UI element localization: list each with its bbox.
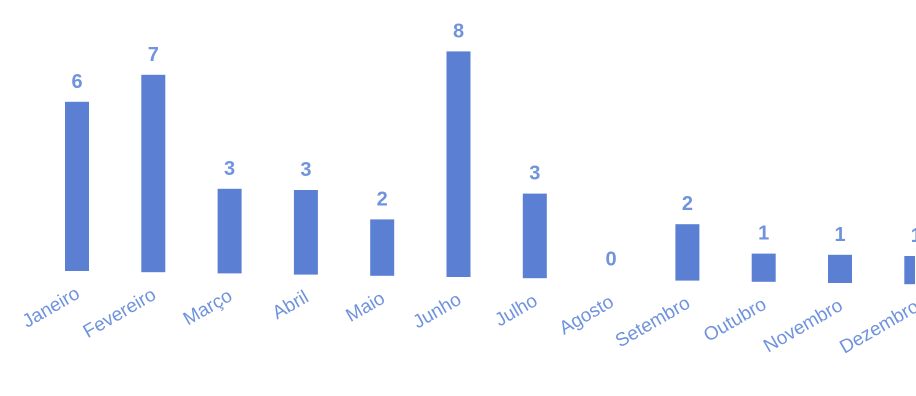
bar-junho [446, 51, 471, 278]
value-label-abril: 3 [300, 159, 311, 181]
bar-setembro [675, 224, 700, 281]
value-label-janeiro: 6 [71, 71, 82, 93]
category-label-junho: Junho [410, 289, 465, 333]
bar-julho [522, 193, 547, 279]
category-label-setembro: Setembro [612, 293, 694, 352]
value-label-julho: 3 [529, 163, 540, 185]
value-label-fevereiro: 7 [148, 44, 159, 66]
category-label-abril: Abril [269, 287, 312, 324]
category-label-maio: Maio [343, 288, 389, 327]
value-label-maio: 2 [377, 188, 388, 210]
category-label-dezembro: Dezembro [836, 296, 916, 358]
value-label-março: 3 [224, 158, 235, 180]
bar-abril [293, 190, 318, 275]
value-label-agosto: 0 [606, 248, 617, 270]
category-label-março: Março [180, 286, 236, 331]
category-label-janeiro: Janeiro [19, 283, 83, 332]
bar-janeiro [65, 101, 89, 271]
value-labels-group: 6 7 3 3 2 8 3 0 2 1 1 1 [71, 20, 916, 270]
category-label-julho: Julho [491, 290, 541, 331]
bar-outubro [751, 253, 776, 282]
bar-março [217, 188, 242, 274]
bar-maio [370, 219, 395, 276]
value-label-dezembro: 1 [911, 225, 916, 247]
category-label-novembro: Novembro [760, 295, 846, 357]
value-label-setembro: 2 [682, 193, 693, 215]
category-label-fevereiro: Fevereiro [80, 284, 160, 342]
value-label-novembro: 1 [834, 224, 845, 246]
bar-dezembro [904, 256, 915, 285]
bar-novembro [828, 254, 852, 283]
value-label-junho: 8 [453, 20, 464, 42]
category-label-agosto: Agosto [556, 292, 618, 340]
bar-fevereiro [141, 74, 166, 273]
value-label-outubro: 1 [758, 223, 769, 245]
bars-group [65, 51, 915, 285]
